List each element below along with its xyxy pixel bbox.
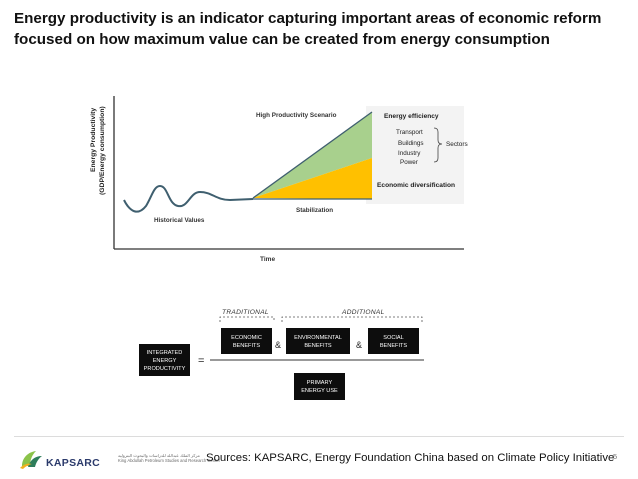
time-label: Time: [260, 256, 275, 263]
economic-diversification-area: [253, 158, 372, 199]
economic-line-1: ECONOMIC: [231, 335, 262, 341]
economic-benefits-box: [221, 328, 272, 354]
ampersand-2: &: [356, 340, 362, 350]
traditional-label: TRADITIONAL: [222, 309, 269, 316]
kapsarc-logo: KAPSARC مركز الملك عبدالله للدراسات والب…: [18, 444, 220, 472]
equals-sign: =: [198, 355, 204, 367]
historical-values-curve: [123, 184, 254, 213]
slide-title: Energy productivity is an indicator capt…: [14, 8, 629, 50]
economic-line-2: BENEFITS: [233, 343, 261, 349]
sectors-brace: [433, 127, 443, 163]
social-line-2: BENEFITS: [380, 343, 408, 349]
high-productivity-scenario-label: High Productivity Scenario: [256, 112, 337, 119]
integrated-line-3: PRODUCTIVITY: [144, 366, 186, 372]
primary-line-2: ENERGY USE: [301, 388, 338, 394]
economic-diversification-label: Economic diversification: [377, 182, 455, 189]
kapsarc-leaf-icon: [20, 451, 42, 469]
primary-line-1: PRIMARY: [307, 380, 333, 386]
high-productivity-line: [252, 111, 373, 199]
slide-title-line-1: Energy productivity is an indicator capt…: [14, 10, 602, 27]
historical-values-label: Historical Values: [154, 217, 205, 224]
sector-transport: Transport: [396, 129, 423, 136]
integrated-line-2: ENERGY: [153, 358, 177, 364]
page-number: 5: [613, 452, 618, 461]
integrated-energy-productivity-equation: TRADITIONAL ADDITIONAL INTEGRATED ENERGY…: [139, 309, 424, 400]
y-axis-label-2: (GDP/Energy consumption): [99, 106, 106, 195]
sector-buildings: Buildings: [398, 140, 424, 147]
environmental-line-2: BENEFITS: [304, 343, 332, 349]
y-axis-label-1: Energy Productivity: [90, 108, 97, 172]
environmental-line-1: ENVIRONMENTAL: [294, 335, 342, 341]
kapsarc-wordmark: KAPSARC: [46, 457, 101, 469]
additional-bracket: [281, 316, 423, 322]
scenario-panel: [366, 106, 464, 204]
integrated-energy-productivity-box: [139, 344, 190, 376]
kapsarc-arabic-name: مركز الملك عبدالله للدراسات والبحوث البت…: [118, 453, 220, 463]
sector-power: Power: [400, 159, 418, 166]
traditional-bracket: [219, 316, 275, 322]
ampersand-1: &: [275, 340, 281, 350]
environmental-benefits-box: [286, 328, 350, 354]
integrated-line-1: INTEGRATED: [147, 350, 183, 356]
additional-label: ADDITIONAL: [341, 309, 385, 316]
sources-text: Sources: KAPSARC, Energy Foundation Chin…: [206, 452, 615, 464]
social-line-1: SOCIAL: [383, 335, 404, 341]
footer-divider: [14, 436, 624, 437]
energy-efficiency-label: Energy efficiency: [384, 113, 439, 120]
energy-productivity-diagram: Energy Productivity (GDP/Energy consumpt…: [90, 96, 468, 263]
stabilization-label: Stabilization: [296, 207, 333, 214]
slide-title-line-2: focused on how maximum value can be crea…: [14, 31, 550, 48]
sector-industry: Industry: [398, 150, 421, 157]
primary-energy-use-box: [294, 373, 345, 400]
social-benefits-box: [368, 328, 419, 354]
sectors-label: Sectors: [446, 141, 468, 148]
